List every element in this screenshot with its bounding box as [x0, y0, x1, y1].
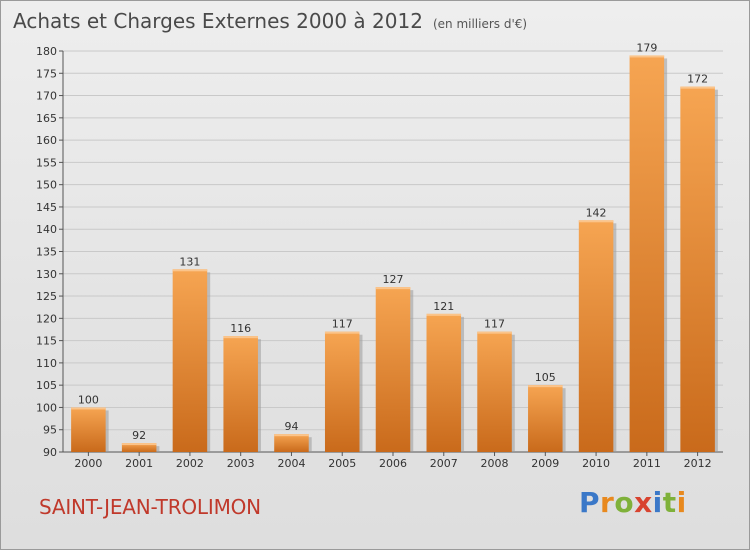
y-tick-label: 115	[36, 335, 57, 348]
y-tick-label: 125	[36, 290, 57, 303]
data-label: 121	[433, 300, 454, 313]
x-tick-label: 2009	[531, 457, 559, 470]
bar-2007[interactable]	[426, 313, 462, 452]
y-tick-label: 95	[43, 424, 57, 437]
bar-2003[interactable]	[223, 336, 258, 452]
x-tick-label: 2007	[430, 457, 458, 470]
x-tick-label: 2001	[125, 457, 153, 470]
title-unit: (en milliers d'€)	[432, 17, 528, 31]
data-label: 92	[132, 429, 146, 442]
bar-2005[interactable]	[324, 331, 360, 452]
data-label: 117	[332, 318, 353, 331]
x-tick-label: 2002	[176, 457, 204, 470]
x-tick-label: 2011	[633, 457, 661, 470]
y-tick-label: 90	[43, 446, 57, 459]
x-tick-label: 2012	[684, 457, 712, 470]
bar-highlight	[375, 287, 411, 290]
bar-2009[interactable]	[528, 385, 563, 452]
bar-2000[interactable]	[71, 407, 106, 452]
bar-2001[interactable]	[121, 443, 157, 452]
x-tick-label: 2010	[582, 457, 610, 470]
y-tick-label: 140	[36, 223, 57, 236]
bar-highlight	[426, 313, 462, 316]
y-tick-label: 170	[36, 90, 57, 103]
y-tick-label: 135	[36, 246, 57, 259]
proxiti-logo[interactable]: Proxiti	[579, 486, 687, 519]
data-label: 131	[179, 255, 200, 268]
y-tick-label: 145	[36, 201, 57, 214]
data-label: 142	[586, 206, 607, 219]
bar-2012[interactable]	[680, 86, 715, 453]
bar-highlight	[223, 336, 258, 339]
y-tick-label: 105	[36, 379, 57, 392]
bar-highlight	[324, 331, 360, 334]
bar-highlight	[71, 407, 106, 410]
title-text: Achats et Charges Externes 2000 à 2012	[13, 9, 423, 33]
y-tick-label: 160	[36, 134, 57, 147]
bar-2011[interactable]	[629, 55, 665, 452]
chart-title: Achats et Charges Externes 2000 à 2012 (e…	[13, 9, 527, 33]
y-tick-label: 155	[36, 156, 57, 169]
bar-highlight	[172, 269, 208, 272]
y-tick-label: 175	[36, 67, 57, 80]
data-label: 94	[284, 420, 298, 433]
x-tick-label: 2004	[277, 457, 305, 470]
bar-2008[interactable]	[477, 331, 512, 452]
x-tick-label: 2008	[481, 457, 509, 470]
x-tick-label: 2005	[328, 457, 356, 470]
data-label: 116	[230, 322, 251, 335]
bar-highlight	[121, 443, 157, 446]
bar-2010[interactable]	[578, 220, 614, 452]
data-label: 100	[78, 393, 99, 406]
commune-name: SAINT-JEAN-TROLIMON	[39, 495, 261, 519]
y-tick-label: 150	[36, 179, 57, 192]
y-tick-label: 130	[36, 268, 57, 281]
axes: 90 95 100 105 110 115 120 125 130 135 140 145 150 155…	[36, 45, 723, 470]
bar-highlight	[477, 331, 512, 334]
bar-2002[interactable]	[172, 269, 208, 452]
bar-highlight	[274, 434, 309, 437]
bar-2006[interactable]	[375, 287, 411, 452]
data-label: 105	[535, 371, 556, 384]
y-tick-label: 165	[36, 112, 57, 125]
data-label: 179	[636, 41, 657, 54]
bar-2004[interactable]	[274, 434, 309, 452]
x-tick-label: 2003	[227, 457, 255, 470]
y-tick-label: 120	[36, 312, 57, 325]
data-label: 127	[383, 273, 404, 286]
data-label: 172	[687, 73, 708, 86]
y-tick-label: 100	[36, 401, 57, 414]
bar-highlight	[528, 385, 563, 388]
bar-highlight	[680, 86, 715, 89]
bar-highlight	[578, 220, 614, 223]
data-labels: 100 92 131 116 94 117 127 121 117 105 142 179 172	[78, 41, 708, 442]
x-tick-label: 2006	[379, 457, 407, 470]
bars	[71, 55, 718, 453]
data-label: 117	[484, 318, 505, 331]
y-tick-label: 110	[36, 357, 57, 370]
x-tick-label: 2000	[74, 457, 102, 470]
bar-highlight	[629, 55, 665, 58]
y-tick-label: 180	[36, 45, 57, 58]
